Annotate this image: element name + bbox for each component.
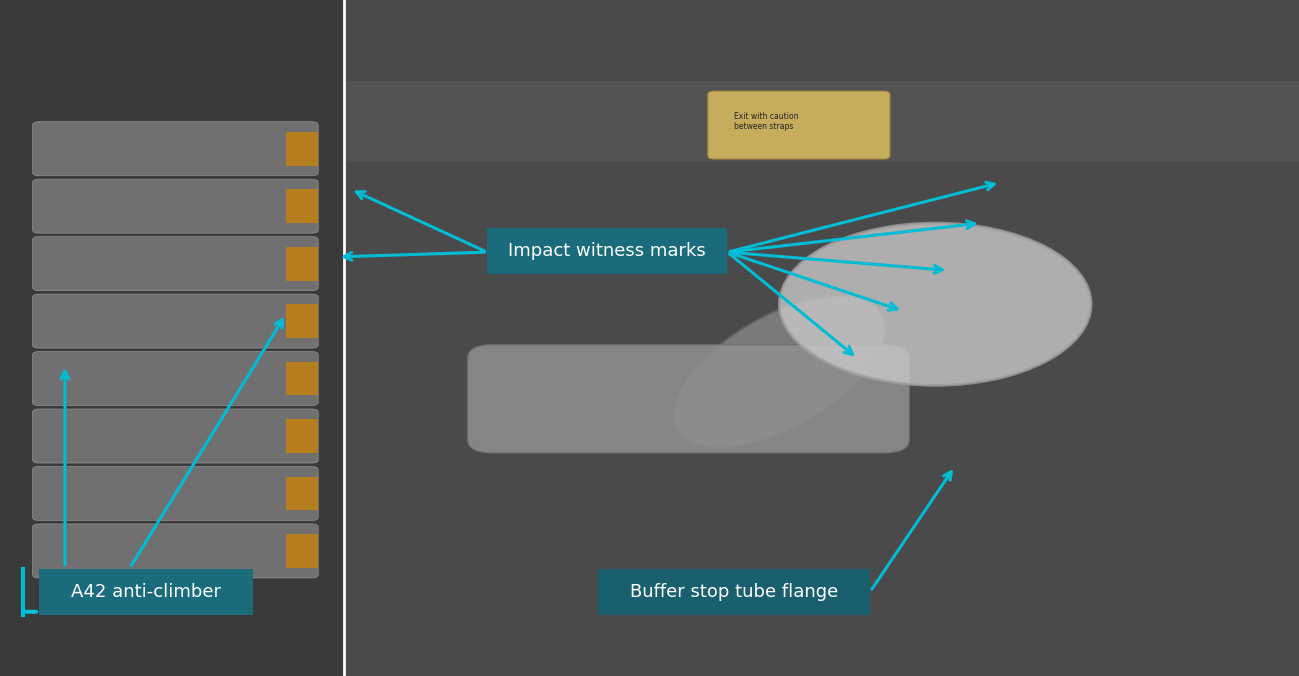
FancyBboxPatch shape bbox=[468, 345, 909, 453]
Bar bbox=[0, 0, 344, 676]
FancyBboxPatch shape bbox=[39, 569, 253, 615]
FancyBboxPatch shape bbox=[32, 122, 318, 176]
Text: A42 anti-climber: A42 anti-climber bbox=[71, 583, 221, 601]
Bar bbox=[286, 132, 318, 166]
FancyBboxPatch shape bbox=[32, 524, 318, 578]
Text: Exit with caution
between straps: Exit with caution between straps bbox=[734, 112, 799, 131]
Bar bbox=[286, 477, 318, 510]
Bar bbox=[286, 189, 318, 223]
Bar bbox=[286, 247, 318, 281]
FancyBboxPatch shape bbox=[487, 228, 727, 274]
FancyBboxPatch shape bbox=[708, 91, 890, 159]
FancyBboxPatch shape bbox=[32, 294, 318, 348]
Bar bbox=[286, 534, 318, 568]
Bar bbox=[344, 81, 1299, 162]
FancyBboxPatch shape bbox=[32, 352, 318, 406]
FancyBboxPatch shape bbox=[32, 466, 318, 521]
Bar bbox=[286, 362, 318, 395]
Text: Buffer stop tube flange: Buffer stop tube flange bbox=[630, 583, 838, 601]
Ellipse shape bbox=[674, 296, 885, 448]
Text: Impact witness marks: Impact witness marks bbox=[508, 242, 707, 260]
FancyBboxPatch shape bbox=[32, 179, 318, 233]
FancyBboxPatch shape bbox=[32, 237, 318, 291]
Bar bbox=[286, 419, 318, 453]
Bar bbox=[286, 304, 318, 338]
FancyBboxPatch shape bbox=[598, 569, 870, 615]
Circle shape bbox=[779, 223, 1091, 385]
Bar bbox=[344, 0, 1299, 676]
FancyBboxPatch shape bbox=[32, 409, 318, 463]
